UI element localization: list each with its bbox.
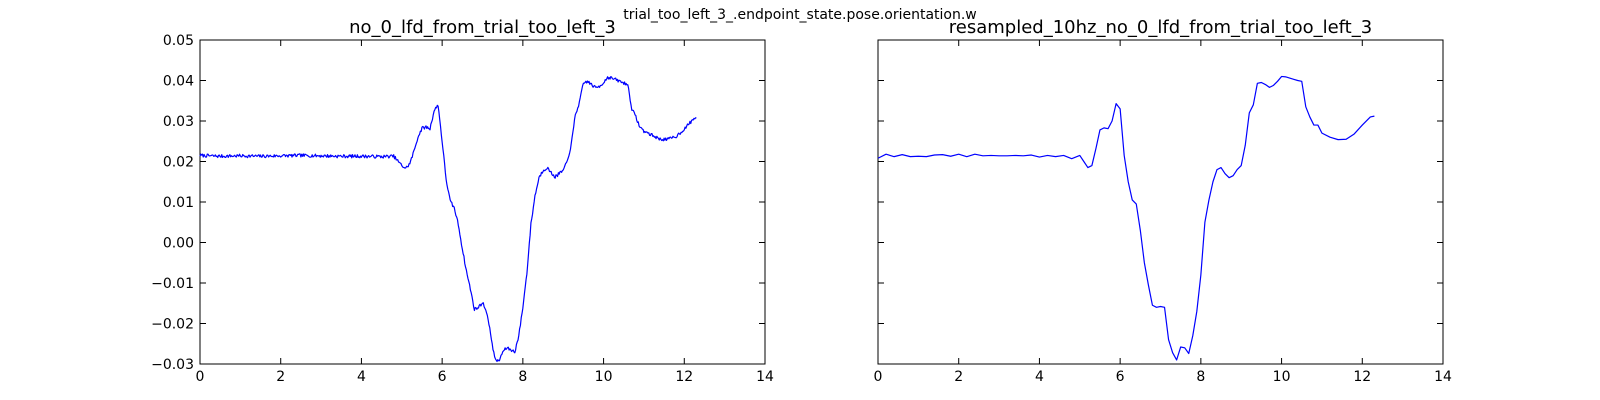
right-chart-xtick-label: 0	[874, 369, 883, 385]
left-chart-xtick-label: 6	[438, 369, 447, 385]
left-chart-ytick-label: −0.02	[151, 317, 194, 333]
left-chart-xtick-label: 4	[357, 369, 366, 385]
right-chart-xtick-label: 4	[1035, 369, 1044, 385]
left-chart-xtick-label: 10	[595, 369, 613, 385]
figure-title: trial_too_left_3_.endpoint_state.pose.or…	[623, 7, 977, 23]
left-chart-frame	[199, 39, 766, 365]
right-chart-ticks	[877, 39, 1444, 365]
left-chart-ytick-label: 0.03	[163, 114, 194, 130]
left-chart-tick-labels: 0 2 4 6 8 10 12 14 −0.03 −0.02 −0.01 0.00 0.01 0.02 0.…	[151, 33, 774, 385]
left-chart-ytick-label: 0.01	[163, 195, 194, 211]
right-chart-xtick-label: 12	[1353, 369, 1371, 385]
right-chart-xtick-label: 10	[1273, 369, 1291, 385]
left-chart-ytick-label: 0.05	[163, 33, 194, 49]
left-chart-line	[199, 75, 697, 363]
left-chart-ytick-label: −0.03	[151, 357, 194, 373]
right-chart-tick-labels: 0 2 4 6 8 10 12 14	[874, 369, 1452, 385]
right-chart: 0 2 4 6 8 10 12 14 resampled_10hz_no_0_lfd_from…	[874, 17, 1452, 385]
left-chart-ytick-label: −0.01	[151, 276, 194, 292]
left-chart-xtick-label: 14	[756, 369, 774, 385]
left-chart-xtick-label: 0	[196, 369, 205, 385]
left-chart-ytick-label: 0.04	[163, 74, 194, 90]
right-chart-frame	[877, 39, 1444, 365]
left-chart: 0 2 4 6 8 10 12 14 −0.03 −0.02 −0.01 0.00 0.01 0.02 0.…	[151, 17, 774, 385]
left-chart-xtick-label: 12	[675, 369, 693, 385]
right-chart-xtick-label: 2	[954, 369, 963, 385]
left-chart-title: no_0_lfd_from_trial_too_left_3	[349, 17, 616, 38]
right-chart-line	[877, 75, 1375, 361]
right-chart-xtick-label: 8	[1196, 369, 1205, 385]
right-chart-xtick-label: 6	[1116, 369, 1125, 385]
left-chart-xtick-label: 8	[518, 369, 527, 385]
left-chart-ytick-label: 0.02	[163, 155, 194, 171]
left-chart-ytick-label: 0.00	[163, 236, 194, 252]
right-chart-title: resampled_10hz_no_0_lfd_from_trial_too_l…	[949, 17, 1372, 38]
right-chart-xtick-label: 14	[1434, 369, 1452, 385]
left-chart-ticks	[199, 39, 766, 365]
left-chart-xtick-label: 2	[276, 369, 285, 385]
